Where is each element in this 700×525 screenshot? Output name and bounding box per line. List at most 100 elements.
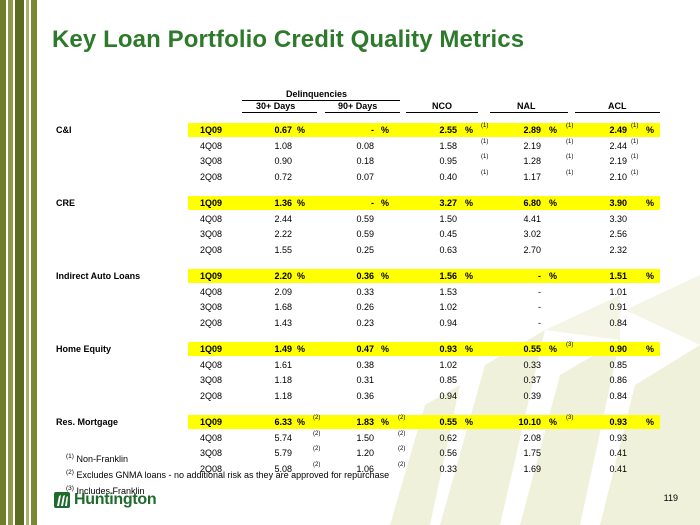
d30-value: 1.61	[274, 359, 292, 370]
footnote-1: (1) Non-Franklin	[66, 453, 128, 464]
nco-value: 0.45	[439, 229, 457, 239]
acl-value: 3.90	[609, 198, 627, 208]
acl-percent-sign: %	[646, 198, 655, 208]
period-cell: 2Q08	[200, 171, 223, 182]
header-underline-nco	[406, 112, 478, 113]
acl-footnote-mark: (1)	[631, 123, 639, 129]
footnote-2: (2) Excludes GNMA loans - no additional …	[66, 469, 390, 480]
d30-value: 0.67	[274, 125, 292, 135]
nal-percent-sign: %	[549, 271, 558, 281]
nco-footnote-mark: (1)	[481, 169, 489, 176]
period-cell: 4Q08	[200, 432, 223, 443]
footnote-3: (3) Includes Franklin	[66, 485, 145, 496]
nco-footnote-mark: (1)	[481, 123, 489, 129]
nal-value: 3.02	[523, 229, 541, 239]
nco-percent-sign: %	[465, 417, 474, 427]
nco-value: 0.94	[439, 390, 457, 401]
period-cell: 1Q09	[200, 344, 223, 354]
d90-percent-sign: %	[381, 271, 390, 281]
nco-value: 1.02	[439, 359, 457, 370]
period-cell: 3Q08	[200, 302, 223, 312]
table-row: 4Q08 2.44 0.59 1.50 4.41 3.30	[50, 212, 660, 228]
period-cell: 1Q09	[200, 125, 223, 135]
table-row: 4Q08 2.09 0.33 1.53 - 1.01	[50, 285, 660, 301]
nco-value: 0.40	[439, 171, 457, 182]
category-label: Res. Mortgage	[56, 417, 119, 427]
header-nal: NAL	[517, 101, 536, 111]
d30-footnote-mark: (2)	[313, 461, 321, 468]
d30-value: 1.68	[274, 302, 292, 312]
header-delinquencies: Delinquencies	[286, 89, 348, 99]
acl-value: 2.56	[609, 229, 627, 239]
nco-value: 2.55	[439, 125, 457, 135]
nal-footnote-mark: (1)	[566, 154, 574, 160]
acl-footnote-mark: (1)	[631, 154, 639, 160]
d30-percent-sign: %	[297, 125, 306, 135]
nco-value: 1.53	[439, 286, 457, 297]
d30-value: 1.49	[274, 344, 292, 354]
acl-value: 1.01	[609, 286, 627, 297]
table-row: Indirect Auto Loans 1Q09 2.20% 0.36% 1.56% -%…	[50, 269, 660, 285]
nco-value: 0.62	[439, 432, 457, 443]
period-cell: 2Q08	[200, 317, 223, 328]
table-row: 2Q08 1.43 0.23 0.94 - 0.84	[50, 316, 660, 332]
period-cell: 2Q08	[200, 463, 223, 474]
nco-value: 0.93	[439, 344, 457, 354]
acl-value: 0.86	[609, 375, 627, 385]
d30-footnote-mark: (2)	[313, 430, 321, 437]
table-row: 3Q08 1.68 0.26 1.02 - 0.91	[50, 300, 660, 316]
nal-percent-sign: %	[549, 344, 558, 354]
period-cell: 2Q08	[200, 244, 223, 255]
acl-percent-sign: %	[646, 271, 655, 281]
nco-value: 0.55	[439, 417, 457, 427]
category-label: CRE	[56, 198, 76, 208]
d30-footnote-mark: (2)	[313, 446, 321, 452]
nco-footnote-mark: (1)	[481, 154, 489, 160]
table-row: 3Q08 0.90 0.18 0.95 (1) 1.28 (1) 2.19 (1)	[50, 154, 660, 170]
category-label: Indirect Auto Loans	[56, 271, 141, 281]
nal-footnote-mark: (1)	[566, 123, 574, 129]
d30-value: 0.72	[274, 171, 292, 182]
watermark-logo-icon	[390, 275, 700, 525]
nco-percent-sign: %	[465, 271, 474, 281]
acl-value: 0.84	[609, 390, 627, 401]
nco-value: 0.85	[439, 375, 457, 385]
d90-percent-sign: %	[381, 344, 390, 354]
footnotes: (1) Non-Franklin (2) Excludes GNMA loans…	[66, 450, 389, 498]
d90-percent-sign: %	[381, 417, 390, 427]
d90-footnote-mark: (2)	[398, 446, 406, 452]
nco-percent-sign: %	[465, 344, 474, 354]
acl-value: 0.91	[609, 302, 627, 312]
d90-value: 0.33	[356, 286, 374, 297]
nco-value: 0.56	[439, 448, 457, 458]
d30-value: 5.08	[274, 463, 292, 474]
header-nco: NCO	[432, 101, 452, 111]
nal-footnote-mark: (3)	[566, 415, 574, 421]
acl-percent-sign: %	[646, 344, 655, 354]
header-underline-nal	[490, 112, 568, 113]
acl-value: 2.32	[609, 244, 627, 255]
table-row: C&I 1Q09 0.67% -% 2.55% (1) 2.89% (1) 2.49 (1)%	[50, 123, 660, 139]
d90-footnote-mark: (2)	[398, 461, 406, 468]
nal-footnote-mark: (3)	[566, 342, 574, 348]
nal-value: 2.08	[523, 432, 541, 443]
d90-value: 0.25	[356, 244, 374, 255]
nco-percent-sign: %	[465, 125, 474, 135]
period-cell: 4Q08	[200, 286, 223, 297]
period-cell: 2Q08	[200, 390, 223, 401]
d90-value: 1.50	[356, 432, 374, 443]
table-row: 2Q08 0.72 0.07 0.40 (1) 1.17 (1) 2.10 (1)	[50, 170, 660, 186]
d90-value: 0.59	[356, 229, 374, 239]
nal-value: -	[538, 317, 541, 328]
table-group: Res. Mortgage 1Q09 6.33% (2) 1.83% (2) 0.55% 10…	[50, 415, 660, 477]
header-underline-30-days	[242, 112, 317, 113]
nal-percent-sign: %	[549, 417, 558, 427]
d30-value: 1.36	[274, 198, 292, 208]
nal-value: 2.70	[523, 244, 541, 255]
acl-value: 2.19	[609, 156, 627, 166]
d90-value: 0.36	[356, 390, 374, 401]
acl-value: 2.10	[609, 171, 627, 182]
table-row: 2Q08 5.08 (2) 1.06 (2) 0.33 1.69 0.41	[50, 462, 660, 478]
d30-value: 1.18	[274, 375, 292, 385]
period-cell: 1Q09	[200, 271, 223, 281]
